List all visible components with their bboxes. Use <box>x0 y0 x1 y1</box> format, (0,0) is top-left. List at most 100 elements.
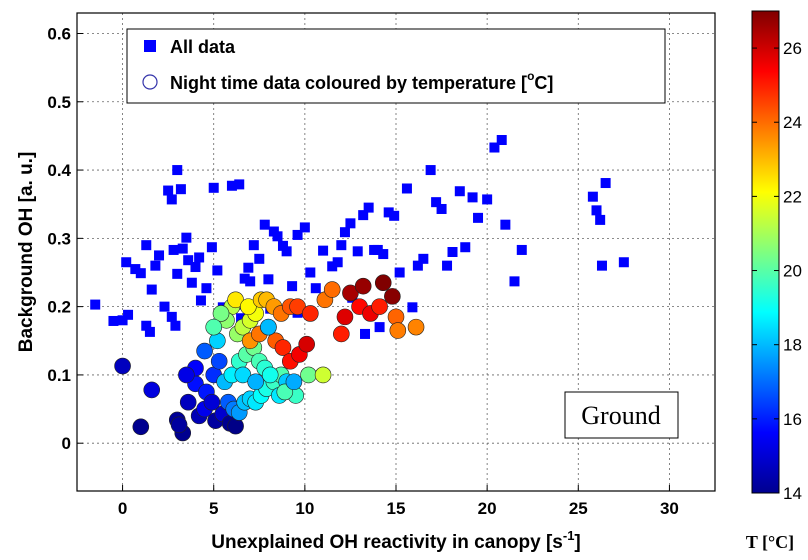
colorbar-tick-label: 26 <box>783 39 802 58</box>
x-tick-label: 5 <box>209 499 218 518</box>
x-tick-label: 10 <box>295 499 314 518</box>
point-all-data <box>281 246 292 257</box>
point-all-data <box>454 186 465 197</box>
point-all-data <box>194 252 205 263</box>
point-all-data <box>195 295 206 306</box>
colorbar-ticks: 14 16 18 20 22 24 26 <box>752 39 802 503</box>
annotation-text: Ground <box>581 401 660 430</box>
point-all-data <box>201 283 212 294</box>
point-all-data <box>172 268 183 279</box>
point-all-data <box>618 257 629 268</box>
point-all-data <box>243 262 254 273</box>
point-all-data <box>183 255 194 266</box>
point-all-data <box>190 262 201 273</box>
annotation-box <box>564 391 679 439</box>
point-night-time <box>212 305 230 322</box>
point-night-time <box>234 366 252 384</box>
x-tick-label: 30 <box>660 499 679 518</box>
colorbar-tick-label: 24 <box>783 113 802 132</box>
point-all-data <box>166 311 177 322</box>
point-all-data <box>401 183 412 194</box>
point-all-data <box>130 264 141 275</box>
point-all-data <box>154 250 165 261</box>
point-all-data <box>327 261 338 272</box>
point-all-data <box>170 320 181 331</box>
point-night-time <box>132 418 150 436</box>
point-all-data <box>394 267 405 278</box>
point-all-data <box>172 165 183 176</box>
point-night-time <box>371 298 388 315</box>
point-all-data <box>146 284 157 295</box>
point-night-time <box>407 318 425 336</box>
y-tick-label: 0.5 <box>47 93 71 112</box>
point-all-data <box>90 299 101 310</box>
point-night-time <box>261 366 279 384</box>
point-all-data <box>372 244 383 255</box>
point-all-data <box>473 212 484 223</box>
point-night-time <box>260 318 277 336</box>
point-all-data <box>447 247 458 257</box>
point-all-data <box>234 179 245 190</box>
point-night-time <box>302 305 319 322</box>
point-all-data <box>277 240 288 251</box>
point-all-data <box>245 276 256 287</box>
point-all-data <box>259 219 270 230</box>
point-night-time <box>274 339 292 356</box>
point-all-data <box>418 253 429 264</box>
x-ticks: 0 5 10 15 20 25 30 <box>118 485 679 518</box>
point-night-time <box>240 298 257 315</box>
x-tick-label: 0 <box>118 499 127 518</box>
point-all-data <box>299 222 310 233</box>
point-night-time <box>210 352 228 370</box>
point-night-time <box>289 298 306 315</box>
point-night-time <box>178 366 195 384</box>
legend-box <box>126 28 666 104</box>
point-all-data <box>121 257 132 268</box>
point-night-time <box>323 281 341 298</box>
point-all-data <box>360 328 371 339</box>
point-all-data <box>292 229 303 240</box>
point-night-time <box>196 342 213 360</box>
point-all-data <box>595 214 606 225</box>
point-all-data <box>332 257 343 268</box>
point-all-data <box>509 276 520 287</box>
point-night-time <box>336 308 354 326</box>
point-night-time <box>114 357 131 375</box>
point-night-time <box>384 288 401 305</box>
y-tick-label: 0.6 <box>47 24 71 43</box>
y-tick-label: 0.1 <box>47 366 71 385</box>
y-tick-label: 0 <box>62 434 71 453</box>
point-night-time <box>374 274 392 292</box>
point-all-data <box>431 197 442 208</box>
point-all-data <box>358 210 369 221</box>
point-all-data <box>345 218 356 229</box>
point-night-time <box>227 291 244 309</box>
point-all-data <box>254 253 265 264</box>
point-all-data <box>123 309 134 320</box>
point-night-time <box>354 277 372 295</box>
point-all-data <box>318 245 329 256</box>
x-tick-label: 20 <box>478 499 497 518</box>
point-all-data <box>287 281 298 292</box>
y-tick-label: 0.3 <box>47 229 71 248</box>
point-all-data <box>248 240 259 251</box>
point-night-time <box>298 335 315 353</box>
data-layer <box>90 135 629 442</box>
point-all-data <box>236 313 247 324</box>
point-all-data <box>596 260 607 271</box>
x-tick-label: 15 <box>387 499 406 518</box>
point-all-data <box>389 210 400 221</box>
point-all-data <box>208 182 219 193</box>
point-all-data <box>206 242 217 253</box>
colorbar-tick-label: 14 <box>783 484 802 503</box>
point-all-data <box>239 273 250 284</box>
x-tick-label: 25 <box>569 499 588 518</box>
point-night-time <box>285 373 303 391</box>
point-all-data <box>383 207 394 218</box>
point-night-time <box>342 284 359 302</box>
point-all-data <box>425 165 436 176</box>
point-night-time <box>314 366 332 384</box>
point-all-data <box>460 242 471 253</box>
point-all-data <box>482 194 493 205</box>
point-all-data <box>436 203 447 214</box>
